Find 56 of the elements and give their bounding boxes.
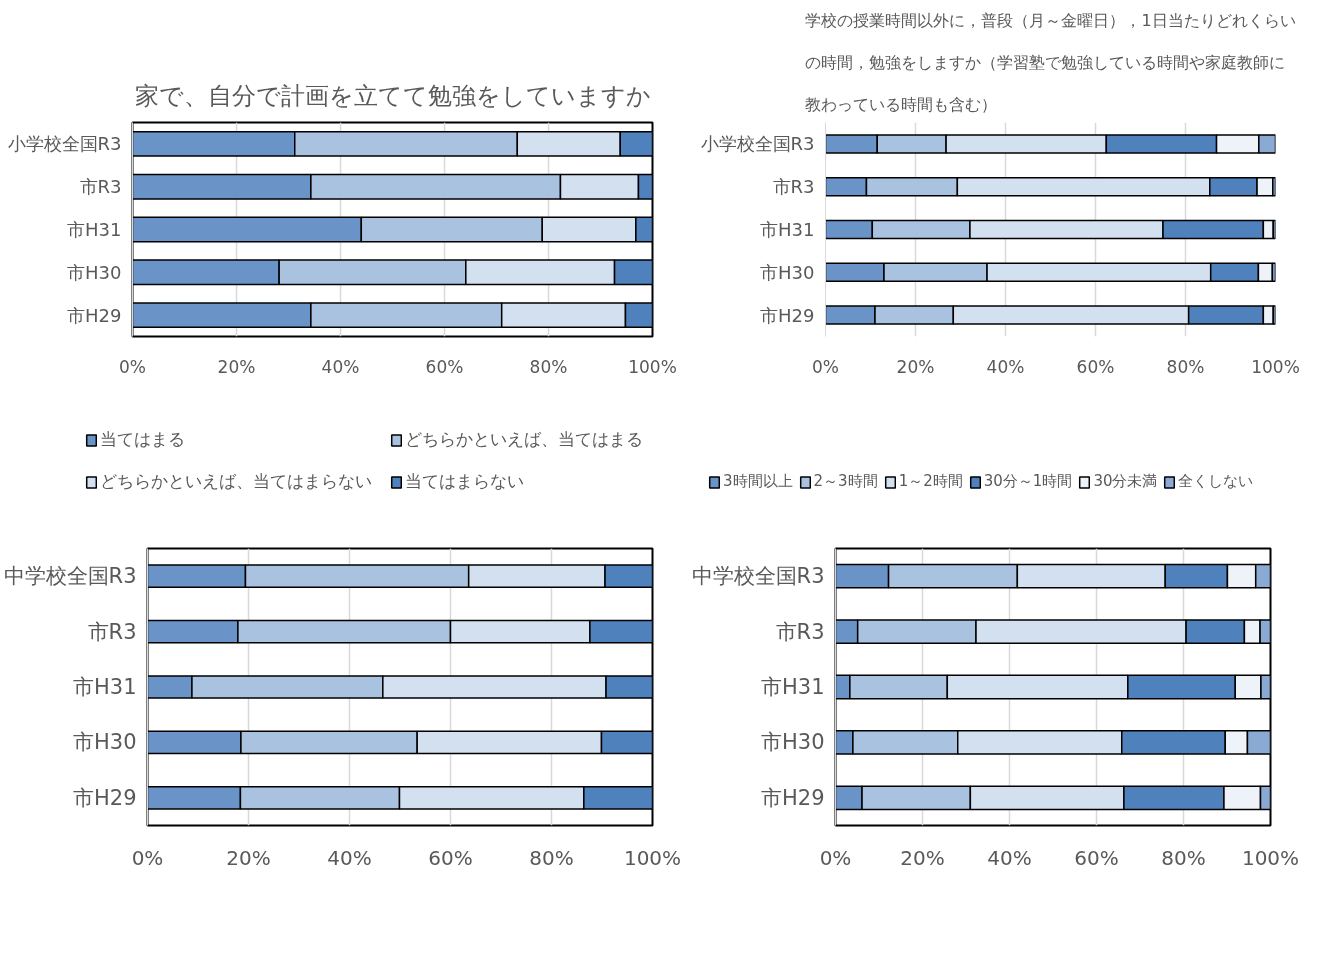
y-tick-label: 市R3 — [772, 176, 815, 198]
y-tick-label: 市H31 — [72, 675, 137, 699]
x-tick-label: 20% — [217, 356, 256, 377]
x-tick-label: 100% — [1251, 356, 1300, 377]
chart-title: 家で、自分で計画を立てて勉強をしていますか — [134, 82, 651, 110]
y-tick-label: 市H30 — [760, 261, 815, 283]
x-tick-label: 40% — [986, 356, 1025, 377]
y-tick-label: 中学校全国R3 — [691, 564, 825, 589]
x-tick-label: 60% — [425, 356, 464, 377]
x-tick-label: 100% — [623, 845, 682, 870]
x-tick-label: 60% — [1076, 356, 1115, 377]
x-tick-label: 0% — [819, 845, 852, 870]
x-tick-label: 80% — [529, 356, 568, 377]
x-tick-label: 20% — [226, 845, 271, 870]
y-tick-label: 市R3 — [87, 619, 137, 644]
y-tick-label: 市H31 — [760, 219, 815, 240]
x-tick-label: 20% — [900, 845, 945, 870]
legend-label: どちらかといえば、当てはまらない — [100, 470, 372, 493]
chart-title: 学校の授業時間以外に，普段（月～金曜日），1日当たりどれくらいの時間，勉強をしますか（学習塾で勉強している時間や家庭教師に教わっている時間も含む） — [805, 11, 1296, 114]
x-tick-label: 0% — [119, 356, 146, 377]
y-tick-label: 小学校全国R3 — [7, 133, 122, 155]
y-tick-label: 市H29 — [760, 304, 815, 326]
x-tick-label: 100% — [628, 356, 677, 377]
legend-label: 1～2時間 — [898, 472, 963, 491]
x-tick-label: 0% — [812, 356, 839, 377]
x-tick-label: 60% — [428, 845, 473, 870]
legend-label: どちらかといえば、当てはまる — [405, 428, 643, 451]
legend-label: 当てはまる — [100, 428, 185, 451]
y-tick-label: 市H30 — [760, 730, 825, 755]
legend-label: 3時間以上 — [723, 472, 793, 491]
y-tick-label: 中学校全国R3 — [3, 564, 137, 589]
y-tick-label: 市R3 — [775, 619, 825, 644]
x-tick-label: 40% — [321, 356, 360, 377]
legend-label: 2～3時間 — [813, 472, 878, 491]
legend-label: 全くしない — [1178, 472, 1254, 491]
x-tick-label: 20% — [896, 356, 935, 377]
x-tick-label: 40% — [327, 845, 372, 870]
legend-label: 30分未満 — [1093, 472, 1158, 491]
x-tick-label: 80% — [529, 845, 574, 870]
x-tick-label: 60% — [1074, 845, 1119, 870]
x-tick-label: 0% — [131, 845, 164, 870]
x-tick-label: 100% — [1241, 845, 1300, 870]
y-tick-label: 市H29 — [760, 785, 825, 810]
legend-label: 30分～1時間 — [983, 472, 1073, 491]
x-tick-label: 80% — [1166, 356, 1205, 377]
y-tick-label: 市R3 — [79, 176, 122, 198]
y-tick-label: 市H30 — [67, 261, 122, 283]
x-tick-label: 40% — [987, 845, 1032, 870]
y-tick-label: 小学校全国R3 — [700, 133, 815, 155]
x-tick-label: 80% — [1161, 845, 1206, 870]
y-tick-label: 市H30 — [72, 730, 137, 755]
legend-label: 当てはまらない — [405, 470, 524, 493]
y-tick-label: 市H31 — [760, 675, 825, 699]
y-tick-label: 市H29 — [72, 785, 137, 810]
y-tick-label: 市H31 — [67, 219, 122, 240]
y-tick-label: 市H29 — [67, 304, 122, 326]
